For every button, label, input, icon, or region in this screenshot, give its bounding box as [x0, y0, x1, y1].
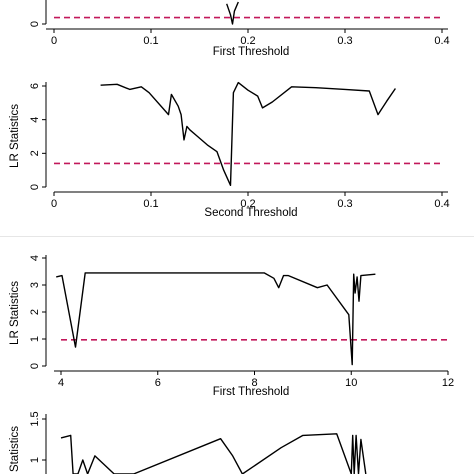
panel-1-x-tick-label: 0.2	[240, 35, 255, 47]
panel-1-x-tick-label: 0.4	[434, 35, 449, 47]
panel-3-y-tick-label: 0	[29, 363, 41, 369]
panel-1-x-ticks: 0 0.1 0.2 0.3 0.4	[51, 29, 450, 47]
panel-2-x-axis-title: Second Threshold	[204, 207, 297, 219]
panel-2-x-tick-label: 0.2	[240, 198, 255, 210]
panel-1-y-ticks: 0	[29, 21, 46, 27]
panel-3-y-axis-title: LR Statistics	[9, 281, 21, 345]
panel-1-y-tick-label: 0	[29, 21, 41, 27]
panel-2-x-tick-label: 0.3	[337, 198, 352, 210]
panel-2-y-tick-label: 0	[29, 184, 41, 190]
panel-3-y-tick-label: 2	[29, 309, 41, 315]
panel-3-x-axis-title: First Threshold	[213, 386, 289, 398]
panel-2-plot-area	[54, 81, 442, 187]
panel-4-y-tick-label: 1	[29, 457, 41, 463]
panel-2-x-ticks: 0 0.1 0.2 0.3 0.4	[51, 192, 450, 210]
panel-4-plot-area	[60, 433, 367, 474]
panel-2-y-ticks: 0 2 4 6	[29, 83, 46, 190]
panel-2-y-tick-label: 2	[29, 150, 41, 156]
panel-1-first-threshold: 0 0.1 0.2 0.3 0.4 0 First Threshold	[29, 0, 450, 58]
panel-2-lr-series-line	[100, 81, 396, 187]
panel-4-y-ticks: 11.5	[29, 411, 46, 463]
panel-1-x-axis-title: First Threshold	[213, 46, 289, 58]
panel-3-y-tick-label: 4	[29, 255, 41, 261]
panel-3-y-tick-label: 3	[29, 282, 41, 288]
panel-4-partial: 11.5 LR Statistics	[9, 411, 367, 474]
panel-1-lr-series-line	[226, 1, 239, 25]
panel-2-y-tick-label: 6	[29, 83, 41, 89]
panel-2-y-axis-title: LR Statistics	[9, 104, 21, 168]
panel-4-y-tick-label: 1.5	[29, 411, 41, 426]
panel-1-x-tick-label: 0.3	[337, 35, 352, 47]
panel-3-x-tick-label: 10	[345, 377, 357, 389]
panel-3-y-tick-label: 1	[29, 336, 41, 342]
panel-2-x-tick-label: 0.4	[434, 198, 449, 210]
panel-3-x-tick-label: 8	[251, 377, 257, 389]
panel-2-x-tick-label: 0	[51, 198, 57, 210]
panel-3-x-ticks: 4 6 8 10 12	[58, 371, 454, 389]
panel-2-x-tick-label: 0.1	[143, 198, 158, 210]
panel-3-y-ticks: 0 1 2 3 4	[29, 255, 46, 369]
panel-1-x-tick-label: 0.1	[143, 35, 158, 47]
panel-2-y-tick-label: 4	[29, 117, 41, 123]
panel-1-x-tick-label: 0	[51, 35, 57, 47]
panel-3-plot-area	[56, 272, 448, 366]
panel-4-lr-series-line	[60, 433, 367, 474]
panel-4-y-axis-title: LR Statistics	[9, 426, 21, 474]
panel-3-x-tick-label: 4	[58, 377, 64, 389]
panel-3-x-tick-label: 6	[155, 377, 161, 389]
panel-2-second-threshold: 0 0.1 0.2 0.3 0.4 0 2 4 6 Second Threshold LR S…	[9, 81, 450, 219]
panel-1-plot-area	[54, 1, 442, 25]
panel-3-lr-series-line	[56, 272, 376, 366]
panel-3-x-tick-label: 12	[442, 377, 454, 389]
